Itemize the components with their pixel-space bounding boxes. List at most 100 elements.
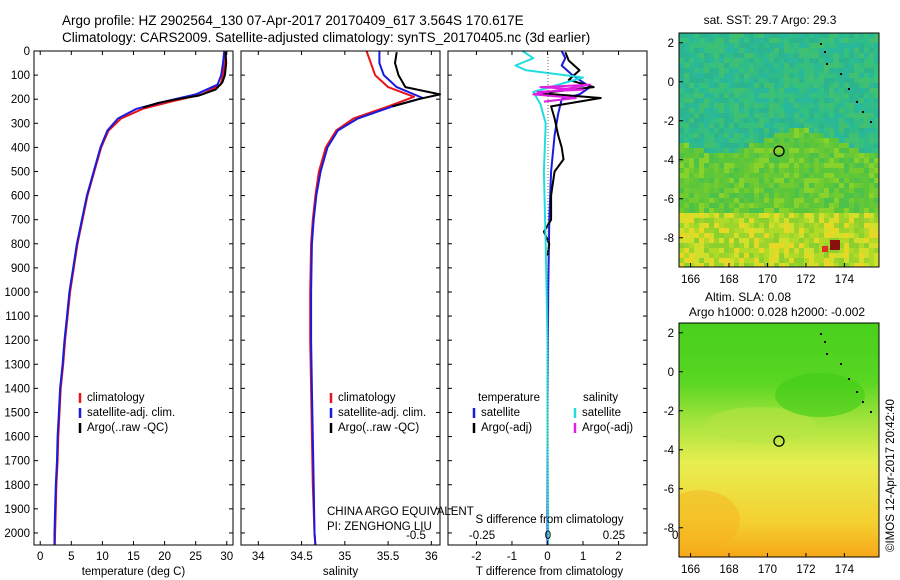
heatmap-cell (749, 68, 754, 73)
heatmap-cell (734, 88, 739, 93)
coastline-dot (820, 43, 822, 45)
map-x-tick-label: 174 (835, 564, 855, 576)
heatmap-cell (689, 223, 694, 228)
heatmap-cell (874, 248, 879, 253)
heatmap-cell (804, 163, 809, 168)
heatmap-cell (834, 253, 839, 258)
heatmap-cell (684, 118, 689, 123)
sla-map-subtitle: Argo h1000: 0.028 h2000: -0.002 (689, 305, 865, 319)
heatmap-cell (869, 53, 874, 58)
heatmap-cell (859, 58, 864, 63)
heatmap-cell (739, 188, 744, 193)
heatmap-cell (854, 58, 859, 63)
heatmap-cell (794, 168, 799, 173)
heatmap-cell (784, 223, 789, 228)
heatmap-cell (799, 238, 804, 243)
heatmap-cell (704, 258, 709, 263)
heatmap-cell (809, 123, 814, 128)
heatmap-cell (789, 68, 794, 73)
x-tick-label: 1 (580, 551, 586, 563)
heatmap-cell (769, 213, 774, 218)
heatmap-cell (729, 43, 734, 48)
heatmap-cell (729, 98, 734, 103)
heatmap-cell (769, 223, 774, 228)
heatmap-cell (779, 223, 784, 228)
heatmap-cell (694, 198, 699, 203)
heatmap-cell (704, 43, 709, 48)
heatmap-cell (709, 93, 714, 98)
heatmap-cell (794, 193, 799, 198)
heatmap-cell (824, 73, 829, 78)
heatmap-cell (769, 233, 774, 238)
heatmap-cell (749, 43, 754, 48)
heatmap-cell (859, 93, 864, 98)
heatmap-cell (784, 218, 789, 223)
heatmap-cell (739, 33, 744, 38)
heatmap-cell (779, 243, 784, 248)
series-line-2-2 (514, 50, 584, 546)
heatmap-cell (779, 68, 784, 73)
heatmap-cell (719, 98, 724, 103)
heatmap-cell (764, 158, 769, 163)
heatmap-cell (779, 258, 784, 263)
heatmap-cell (754, 228, 759, 233)
heatmap-cell (869, 218, 874, 223)
heatmap-cell (809, 183, 814, 188)
float-location-marker (773, 145, 785, 157)
heatmap-cell (689, 143, 694, 148)
heatmap-cell (779, 83, 784, 88)
heatmap-cell (829, 163, 834, 168)
heatmap-cell (799, 173, 804, 178)
heatmap-cell (854, 73, 859, 78)
heatmap-cell (819, 158, 824, 163)
heatmap-cell (874, 178, 879, 183)
heatmap-cell (839, 238, 844, 243)
heatmap-cell (799, 113, 804, 118)
x-tick-label: 15 (127, 551, 140, 563)
heatmap-cell (779, 178, 784, 183)
heatmap-cell (874, 43, 879, 48)
heatmap-cell (789, 253, 794, 258)
heatmap-cell (679, 148, 684, 153)
heatmap-cell (774, 248, 779, 253)
heatmap-cell (694, 238, 699, 243)
heatmap-cell (689, 258, 694, 263)
heatmap-cell (749, 73, 754, 78)
heatmap-cell (779, 253, 784, 258)
heatmap-cell (744, 198, 749, 203)
heatmap-cell (869, 183, 874, 188)
heatmap-cell (754, 163, 759, 168)
heatmap-cell (709, 168, 714, 173)
heatmap-cell (744, 123, 749, 128)
heatmap-cell (774, 208, 779, 213)
heatmap-cell (814, 128, 819, 133)
heatmap-cell (844, 128, 849, 133)
y-tick-label: 600 (11, 191, 30, 203)
heatmap-cell (759, 43, 764, 48)
heatmap-cell (694, 158, 699, 163)
heatmap-cell (714, 188, 719, 193)
heatmap-cell (769, 138, 774, 143)
heatmap-cell (694, 103, 699, 108)
heatmap-cell (859, 213, 864, 218)
heatmap-cell (739, 228, 744, 233)
heatmap-cell (874, 113, 879, 118)
heatmap-cell (684, 108, 689, 113)
heatmap-cell (719, 88, 724, 93)
heatmap-cell (864, 98, 869, 103)
heatmap-cell (799, 188, 804, 193)
heatmap-cell (769, 143, 774, 148)
heatmap-cell (834, 68, 839, 73)
heatmap-cell (714, 118, 719, 123)
heatmap-cell (874, 108, 879, 113)
heatmap-cell (704, 173, 709, 178)
heatmap-cell (794, 128, 799, 133)
heatmap-cell (734, 223, 739, 228)
heatmap-cell (754, 63, 759, 68)
heatmap-cell (864, 73, 869, 78)
heatmap-cell (759, 63, 764, 68)
heatmap-cell (859, 113, 864, 118)
heatmap-cell (679, 43, 684, 48)
heatmap-cell (684, 198, 689, 203)
heatmap-cell (829, 98, 834, 103)
